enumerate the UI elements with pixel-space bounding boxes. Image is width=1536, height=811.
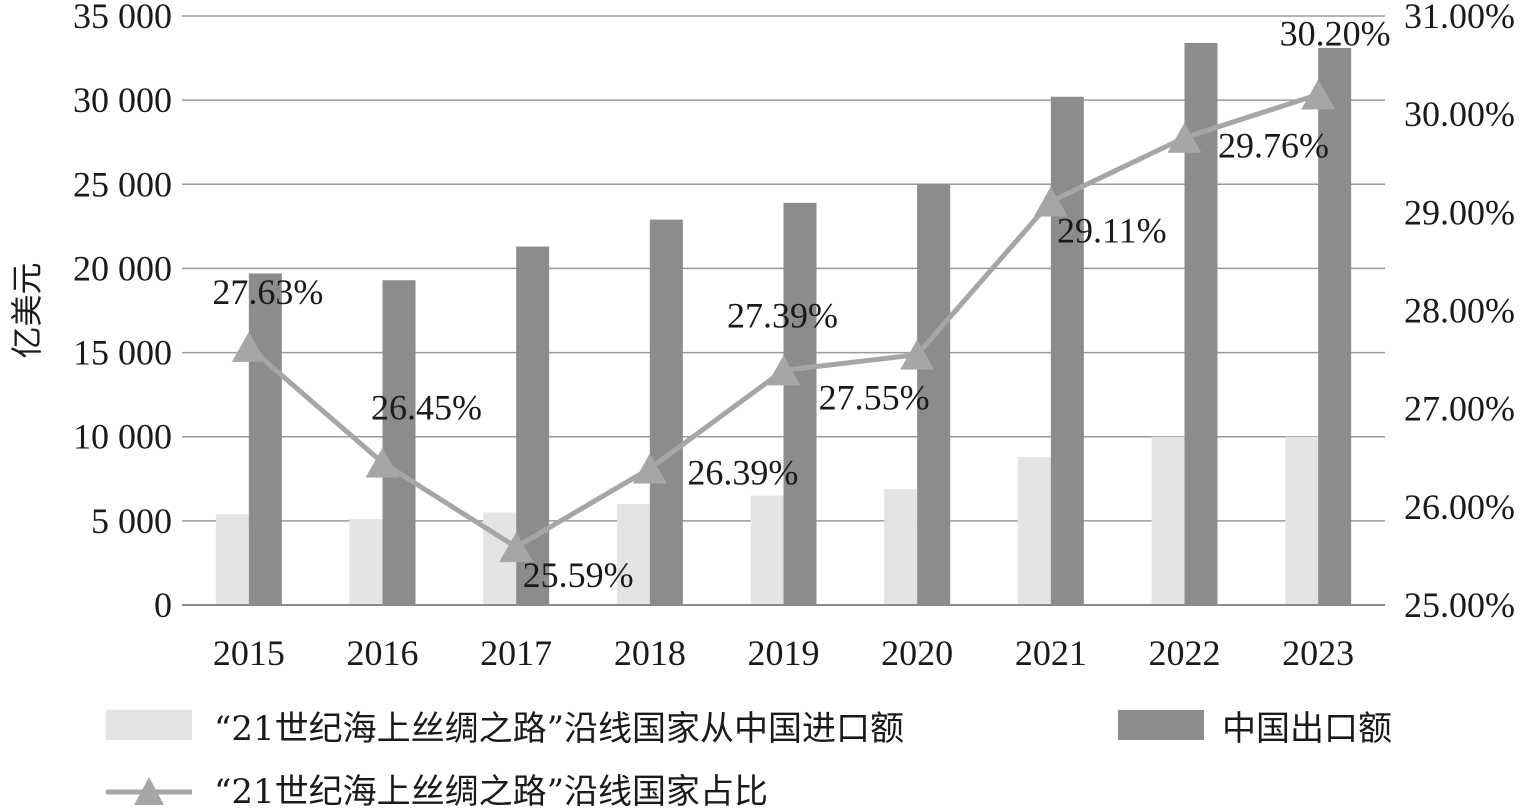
import-bar — [616, 504, 650, 605]
export-bar — [917, 184, 951, 606]
ratio-point-triangle — [499, 532, 534, 563]
y2-tick-label: 30.00% — [1404, 94, 1515, 134]
ratio-data-label: 29.11% — [1057, 211, 1167, 251]
y-axis-title: 亿美元 — [8, 262, 46, 358]
ratio-data-label: 25.59% — [523, 555, 634, 595]
ratio-point-triangle — [231, 331, 266, 362]
data-labels: 27.63% 26.45% 25.59% 26.39% 27.39% 27.55% 29.1… — [212, 14, 1390, 596]
x-tick-label: 2018 — [614, 633, 686, 673]
y2-tick-label: 25.00% — [1404, 585, 1515, 625]
import-bar — [1151, 436, 1185, 605]
y2-tick-label: 29.00% — [1404, 192, 1515, 232]
y-tick-label: 25 000 — [73, 164, 172, 204]
export-bar — [1050, 96, 1084, 605]
axes: 0 5 000 10 000 15 000 20 000 25 000 30 000 35 0… — [8, 0, 1515, 673]
ratio-point-triangle — [900, 339, 935, 370]
export-bar — [382, 280, 416, 605]
legend-label-imports: “21世纪海上丝绸之路”沿线国家从中国进口额 — [214, 709, 904, 749]
ratio-data-label: 27.39% — [727, 295, 838, 335]
export-bar — [783, 202, 817, 605]
x-tick-label: 2021 — [1015, 633, 1087, 673]
legend-swatch-exports — [1118, 710, 1204, 740]
ratio-point-triangle — [1167, 122, 1202, 153]
y-tick-label: 5 000 — [91, 501, 172, 541]
legend-swatch-imports — [106, 710, 192, 740]
ratio-data-label: 26.45% — [371, 388, 482, 428]
y2-tick-label: 26.00% — [1404, 487, 1515, 527]
ratio-line — [231, 79, 1336, 563]
y-tick-label: 30 000 — [73, 80, 172, 120]
y-tick-label: 0 — [154, 585, 172, 625]
y2-tick-label: 31.00% — [1404, 0, 1515, 36]
ratio-point-triangle — [1301, 79, 1336, 110]
ratio-point-triangle — [1033, 186, 1068, 217]
import-bar — [884, 488, 918, 605]
import-bar — [349, 519, 383, 605]
import-bar — [1017, 456, 1051, 605]
x-tick-label: 2019 — [748, 633, 820, 673]
y-tick-label: 35 000 — [73, 0, 172, 36]
ratio-data-label: 27.63% — [212, 272, 323, 312]
ratio-data-label: 30.20% — [1280, 14, 1391, 54]
x-tick-label: 2022 — [1149, 633, 1221, 673]
export-bar — [1318, 47, 1352, 605]
y-tick-label: 10 000 — [73, 417, 172, 457]
legend-label-exports: 中国出口额 — [1222, 709, 1392, 749]
ratio-point-triangle — [632, 453, 667, 484]
x-tick-label: 2016 — [347, 633, 419, 673]
ratio-point-triangle — [365, 447, 400, 478]
export-bar — [649, 219, 683, 605]
import-bar — [215, 514, 249, 605]
y-tick-label: 20 000 — [73, 248, 172, 288]
legend-marker-ratio — [134, 777, 164, 805]
import-bar — [1285, 436, 1319, 605]
import-bar — [750, 495, 784, 605]
y-tick-label: 15 000 — [73, 333, 172, 373]
ratio-point-triangle — [766, 355, 801, 386]
x-tick-label: 2020 — [881, 633, 953, 673]
x-tick-label: 2017 — [480, 633, 552, 673]
legend-label-ratio: “21世纪海上丝绸之路”沿线国家占比 — [214, 772, 768, 811]
ratio-data-label: 29.76% — [1218, 126, 1329, 166]
ratio-data-label: 26.39% — [687, 453, 798, 493]
x-tick-label: 2023 — [1282, 633, 1354, 673]
export-bar — [248, 273, 282, 605]
x-tick-label: 2015 — [213, 633, 285, 673]
legend: “21世纪海上丝绸之路”沿线国家从中国进口额 中国出口额 “21世纪海上丝绸之路”沿… — [106, 709, 1392, 811]
y2-tick-label: 28.00% — [1404, 291, 1515, 331]
ratio-data-label: 27.55% — [819, 378, 930, 418]
y2-tick-label: 27.00% — [1404, 389, 1515, 429]
